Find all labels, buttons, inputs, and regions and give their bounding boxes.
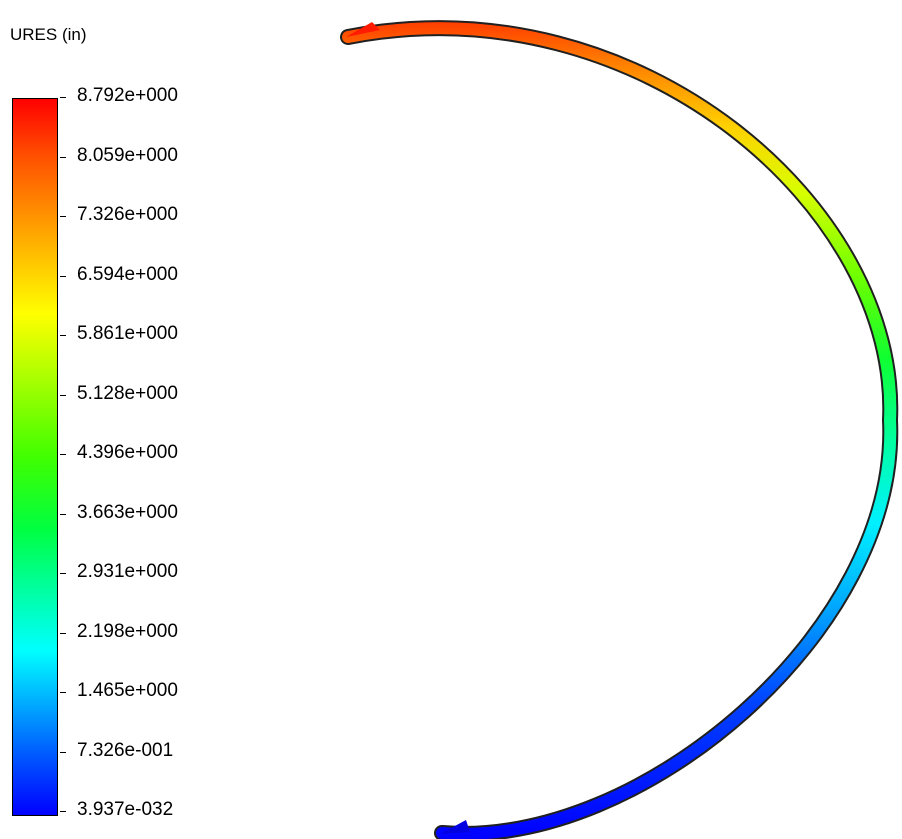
legend-tick xyxy=(60,514,66,515)
legend-tick xyxy=(60,335,66,336)
legend-tick xyxy=(60,216,66,217)
legend-label: 7.326e+000 xyxy=(77,204,178,225)
legend-label: 6.594e+000 xyxy=(77,264,178,285)
legend-tick xyxy=(60,752,66,753)
legend-tick xyxy=(60,97,66,98)
legend-tick xyxy=(60,276,66,277)
deformed-arc-body xyxy=(342,22,897,839)
legend-label: 5.861e+000 xyxy=(77,323,178,344)
legend-tick xyxy=(60,811,66,812)
legend-tick xyxy=(60,157,66,158)
legend-label: 8.792e+000 xyxy=(77,85,178,106)
legend-label: 5.128e+000 xyxy=(77,383,178,404)
legend-label: 8.059e+000 xyxy=(77,145,178,166)
legend-label: 2.198e+000 xyxy=(77,621,178,642)
legend-label: 3.663e+000 xyxy=(77,502,178,523)
legend-label: 1.465e+000 xyxy=(77,680,178,701)
deformed-arc-inner-edge xyxy=(340,20,899,839)
legend-title: URES (in) xyxy=(10,25,87,44)
legend-tick xyxy=(60,454,66,455)
legend-label: 3.937e-032 xyxy=(77,799,174,820)
legend-label: 7.326e-001 xyxy=(77,740,174,761)
legend-label: 2.931e+000 xyxy=(77,561,178,582)
color-scale-bar xyxy=(12,98,58,816)
legend-tick xyxy=(60,395,66,396)
legend-label: 4.396e+000 xyxy=(77,442,178,463)
legend-tick xyxy=(60,692,66,693)
legend-tick xyxy=(60,633,66,634)
bottom-arc-tip xyxy=(440,820,470,834)
legend-tick xyxy=(60,573,66,574)
top-arc-tip xyxy=(346,22,380,37)
